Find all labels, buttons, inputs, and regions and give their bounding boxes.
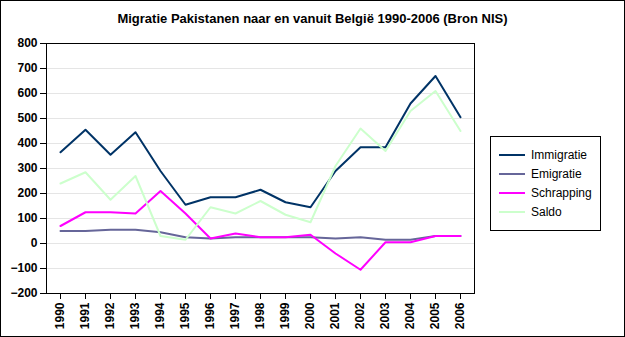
svg-text:2005: 2005 [428, 302, 442, 329]
svg-text:1998: 1998 [253, 302, 267, 329]
svg-text:100: 100 [17, 211, 37, 225]
svg-text:1994: 1994 [153, 302, 167, 329]
svg-text:600: 600 [17, 86, 37, 100]
svg-text:500: 500 [17, 111, 37, 125]
svg-text:200: 200 [17, 186, 37, 200]
svg-text:1999: 1999 [278, 302, 292, 329]
svg-text:2003: 2003 [378, 302, 392, 329]
svg-text:2000: 2000 [303, 302, 317, 329]
html-text:Schrapping: Schrapping [531, 185, 592, 200]
svg-text:1991: 1991 [78, 302, 92, 329]
svg-text:1992: 1992 [103, 302, 117, 329]
svg-text:1997: 1997 [228, 302, 242, 329]
svg-text:400: 400 [17, 136, 37, 150]
svg-text:2004: 2004 [403, 302, 417, 329]
svg-text:300: 300 [17, 161, 37, 175]
svg-text:2001: 2001 [328, 302, 342, 329]
html-text:Emigratie: Emigratie [531, 166, 582, 181]
svg-text:1996: 1996 [203, 302, 217, 329]
svg-text:1993: 1993 [128, 302, 142, 329]
html-text:Saldo: Saldo [531, 204, 562, 219]
svg-text:−100: −100 [10, 261, 37, 275]
svg-text:2002: 2002 [353, 302, 367, 329]
svg-text:1990: 1990 [53, 302, 67, 329]
html-text:Migratie Pakistanen naar en va: Migratie Pakistanen naar en vanuit Belgi… [117, 11, 508, 26]
svg-text:2006: 2006 [453, 302, 467, 329]
html-text:Immigratie: Immigratie [531, 147, 587, 162]
svg-text:−200: −200 [10, 286, 37, 300]
svg-text:700: 700 [17, 61, 37, 75]
svg-text:1995: 1995 [178, 302, 192, 329]
svg-text:800: 800 [17, 36, 37, 50]
svg-text:0: 0 [31, 236, 38, 250]
